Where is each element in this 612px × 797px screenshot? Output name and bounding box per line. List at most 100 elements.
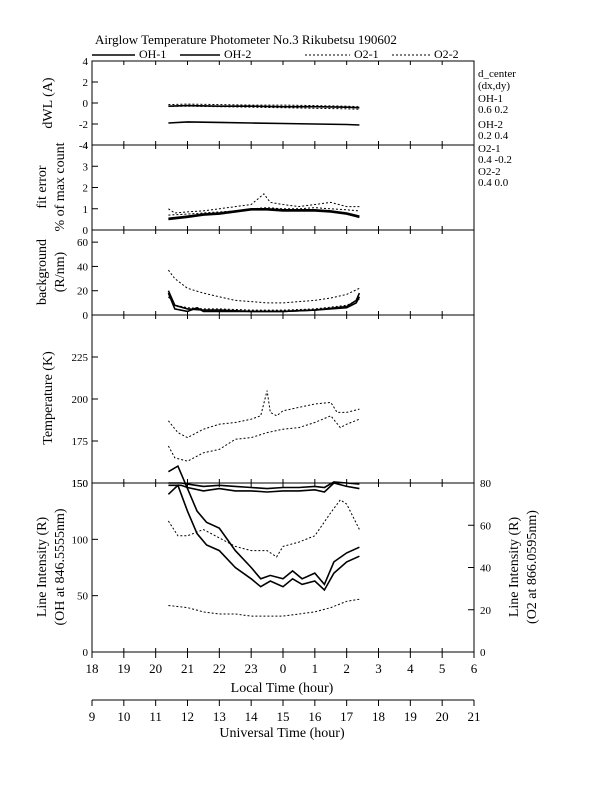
ytick-label-dwl: 4 [83, 56, 89, 68]
universal-tick-label: 9 [89, 709, 96, 724]
ytick-label-bg: 60 [77, 237, 89, 249]
universal-tick-label: 18 [372, 709, 385, 724]
local-tick-label: 0 [280, 661, 287, 676]
ylabel-bg: (R/nm) [53, 251, 68, 292]
d-center-value: 0.4 0.0 [478, 177, 509, 189]
local-tick-label: 22 [213, 661, 226, 676]
d-center-value: 0.4 -0.2 [478, 154, 512, 166]
series-line-int-1 [167, 483, 360, 592]
universal-tick-label: 19 [404, 709, 417, 724]
panel-frame-temp [91, 314, 475, 484]
ylabel-dwl: dWL (A) [41, 77, 56, 129]
ylabel-int: (OH at 846.5555nm) [53, 508, 68, 625]
panel-temp: 150 175 200 225 Temperature (K) [41, 314, 475, 490]
ytick-label-dwl: -2 [79, 119, 88, 131]
chart-panels: -4 -2 0 2 4 dWL (A) 0 1 2 3 4 fit error% of max cou… [35, 56, 540, 659]
series-legend: OH-1 OH-2 O2-1 O2-2 [92, 47, 459, 61]
ylabel-temp: Temperature (K) [41, 351, 56, 445]
y2tick-label-int: 80 [480, 478, 492, 490]
ytick-label-dwl: 0 [83, 98, 89, 110]
y2label-int: Line Intensity (R) [507, 517, 522, 618]
y2tick-label-int: 0 [480, 647, 486, 659]
ytick-label-fit: 4 [83, 140, 89, 152]
universal-tick-label: 10 [117, 709, 130, 724]
ytick-label-int: 150 [72, 478, 89, 490]
series-line-bg-3 [168, 296, 360, 311]
panel-frame-int [91, 482, 475, 653]
ytick-label-temp: 150 [72, 478, 89, 490]
d-center-subtitle: (dx,dy) [478, 80, 510, 92]
panel-bg: 0 20 40 60 background (R/nm) [35, 229, 475, 322]
universal-tick-label: 17 [340, 709, 354, 724]
ylabel-bg: background [35, 239, 50, 305]
series-line-temp-0 [168, 390, 360, 439]
d-center-annotation: d_center(dx,dy)OH-10.6 0.2OH-20.2 0.4O2-… [478, 68, 516, 189]
legend-label-oh-1: OH-1 [139, 47, 166, 61]
d-center-title: d_center [478, 68, 516, 80]
universal-tick-label: 13 [213, 709, 226, 724]
ytick-label-dwl: -4 [79, 140, 89, 152]
ytick-label-fit: 1 [83, 204, 89, 216]
series-line-int-2 [167, 499, 360, 558]
local-tick-label: 19 [117, 661, 130, 676]
series-line-dwl-0 [168, 121, 360, 126]
series-line-fit-1 [168, 208, 360, 220]
y2tick-label-int: 20 [480, 605, 492, 617]
ytick-label-bg: 0 [83, 310, 89, 322]
universal-tick-label: 12 [181, 709, 194, 724]
y2tick-label-int: 40 [480, 563, 492, 575]
ytick-label-fit: 3 [83, 161, 89, 173]
series-line-bg-1 [167, 290, 361, 313]
universal-tick-label: 14 [245, 709, 259, 724]
figure-title: Airglow Temperature Photometer No.3 Riku… [95, 32, 397, 47]
local-tick-label: 4 [407, 661, 414, 676]
ylabel-fit: fit error [35, 165, 50, 208]
universal-tick-label: 16 [308, 709, 322, 724]
ytick-label-int: 100 [72, 534, 89, 546]
y2tick-label-int: 60 [480, 520, 492, 532]
local-tick-label: 18 [86, 661, 99, 676]
series-line-dwl-3 [168, 105, 360, 110]
panel-fit: 0 1 2 3 4 fit error% of max count [35, 140, 475, 237]
panel-dwl: -4 -2 0 2 4 dWL (A) [41, 56, 475, 152]
ytick-label-dwl: 2 [83, 77, 89, 89]
series-line-fit-2 [168, 193, 360, 214]
series-line-int-5 [168, 481, 360, 490]
universal-tick-label: 20 [436, 709, 449, 724]
legend-label-o2-1: O2-1 [354, 47, 379, 61]
series-line-int-0 [167, 464, 360, 586]
d-center-name: OH-2 [478, 119, 503, 131]
y2label-int: (O2 at 866.0595nm) [525, 510, 540, 624]
universal-time-axis-label: Universal Time (hour) [219, 726, 345, 741]
universal-tick-label: 11 [149, 709, 162, 724]
local-tick-label: 2 [343, 661, 350, 676]
ylabel-int: Line Intensity (R) [35, 517, 50, 618]
d-center-name: O2-1 [478, 143, 501, 155]
d-center-name: O2-2 [478, 166, 501, 178]
series-line-int-4 [168, 482, 360, 493]
legend-label-o2-2: O2-2 [434, 47, 459, 61]
local-tick-label: 5 [439, 661, 446, 676]
local-tick-label: 23 [245, 661, 258, 676]
ytick-label-bg: 20 [77, 286, 89, 298]
series-line-dwl-2 [168, 103, 360, 108]
ylabel-fit: % of max count [53, 142, 68, 231]
ytick-label-bg: 40 [77, 261, 89, 273]
panel-frame-dwl [91, 60, 475, 146]
d-center-name: OH-1 [478, 93, 503, 105]
universal-tick-label: 21 [468, 709, 481, 724]
universal-tick-label: 15 [277, 709, 290, 724]
legend-label-oh-2: OH-2 [224, 47, 251, 61]
series-line-temp-1 [167, 415, 360, 462]
ytick-label-int: 50 [77, 591, 89, 603]
series-line-dwl-1 [168, 104, 360, 109]
series-line-int-3 [168, 598, 360, 617]
series-line-fit-0 [168, 209, 360, 221]
ytick-label-fit: 2 [83, 183, 89, 195]
ytick-label-int: 0 [83, 647, 89, 659]
local-tick-label: 3 [375, 661, 382, 676]
local-tick-label: 6 [471, 661, 478, 676]
